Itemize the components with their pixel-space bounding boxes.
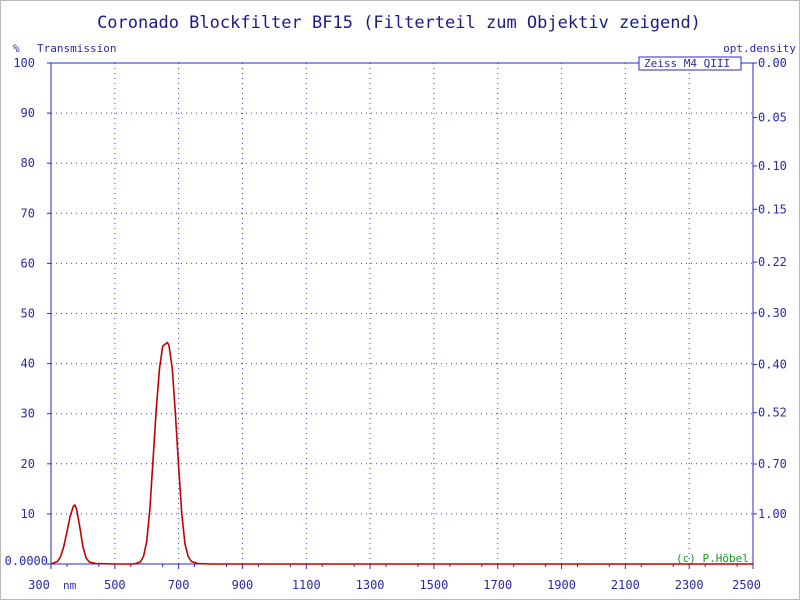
y-tick-label: 20 — [21, 457, 35, 471]
y2-tick-label: 0.22 — [758, 255, 787, 269]
y-tick-label: 40 — [21, 357, 35, 371]
y-axis-ticks: 0.0000 10 20 30 40 50 60 70 80 90 100 — [5, 56, 51, 568]
y2-axis-ticks: 1.00 0.70 0.52 0.40 0.30 0.22 0.15 0.10 0.05 0.00 — [753, 56, 787, 521]
grid — [51, 63, 753, 567]
y2-axis-label: opt.density — [723, 42, 796, 55]
y2-tick-label: 0.52 — [758, 406, 787, 420]
x-tick-label: 2300 — [675, 578, 704, 592]
y-tick-label: 50 — [21, 307, 35, 321]
series-line-transmission — [50, 341, 753, 565]
chart-title: Coronado Blockfilter BF15 (Filterteil zu… — [97, 13, 701, 33]
x-tick-label: 2500 — [732, 578, 761, 592]
y-axis-label: Transmission — [37, 42, 116, 55]
x-tick-label: 1700 — [483, 578, 512, 592]
x-axis-ticks: 300 500 700 900 1100 1300 1500 1700 1900 2100 2300… — [28, 564, 761, 592]
y-tick-label: 60 — [21, 256, 35, 270]
x-tick-label: 300 — [28, 578, 50, 592]
x-tick-label: 500 — [104, 578, 126, 592]
y-tick-label: 30 — [21, 407, 35, 421]
x-tick-label: 700 — [168, 578, 190, 592]
y-tick-label: 0.0000 — [5, 554, 48, 568]
y-tick-label: 100 — [13, 56, 35, 70]
y-tick-label: 80 — [21, 156, 35, 170]
y-tick-label: 90 — [21, 106, 35, 120]
x-tick-label: 1900 — [547, 578, 576, 592]
y2-tick-label: 0.00 — [758, 56, 787, 70]
series-group — [50, 341, 753, 565]
y2-tick-label: 0.40 — [758, 358, 787, 372]
y2-tick-label: 0.10 — [758, 159, 787, 173]
x-tick-label: 2100 — [611, 578, 640, 592]
y2-tick-label: 0.30 — [758, 306, 787, 320]
legend-entry: Zeiss M4 QIII — [644, 57, 730, 70]
y-axis-unit: % — [13, 42, 20, 55]
y2-tick-label: 1.00 — [758, 507, 787, 521]
x-tick-label: 900 — [232, 578, 254, 592]
y-tick-label: 70 — [21, 206, 35, 220]
x-tick-label: 1100 — [292, 578, 321, 592]
x-tick-label: 1300 — [356, 578, 385, 592]
x-axis-unit: nm — [63, 579, 77, 592]
x-tick-label: 1500 — [419, 578, 448, 592]
y2-tick-label: 0.70 — [758, 457, 787, 471]
copyright-note: (c) P.Höbel — [676, 552, 749, 565]
y2-tick-label: 0.15 — [758, 202, 787, 216]
y-tick-label: 10 — [21, 507, 35, 521]
legend-box — [638, 56, 742, 71]
legend: Zeiss M4 QIII — [638, 56, 742, 71]
y2-tick-label: 0.05 — [758, 110, 787, 124]
